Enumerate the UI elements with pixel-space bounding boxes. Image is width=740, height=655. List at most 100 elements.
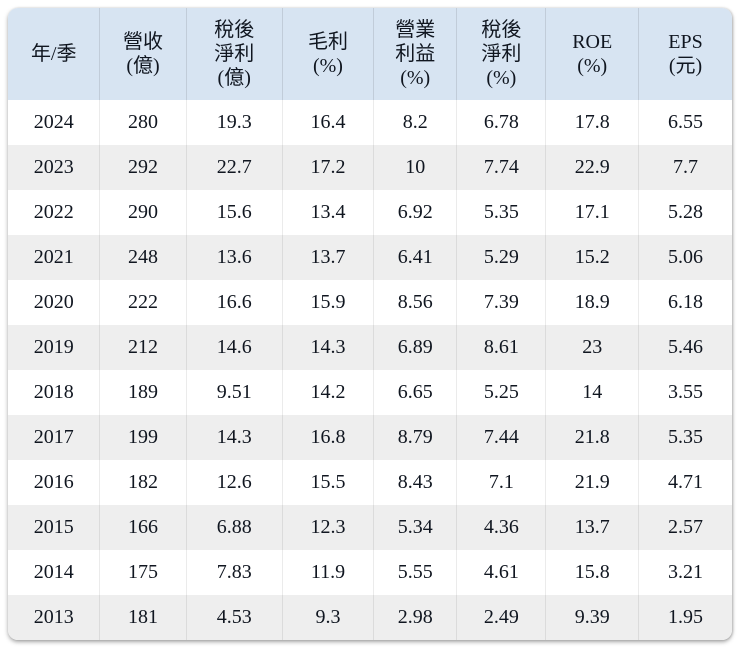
value-cell: 7.83: [185, 550, 283, 595]
value-cell: 15.6: [185, 190, 283, 235]
value-cell: 10: [373, 145, 457, 190]
col-header-operating-margin: 營業 利益 (%): [373, 8, 457, 100]
value-cell: 9.51: [185, 370, 283, 415]
financial-metrics-table-card: 年/季 營收 (億) 稅後 淨利 (億) 毛利 (%) 營業 利益 (%) 稅後 淨利 (%) ROE (%)…: [8, 8, 732, 640]
value-cell: 5.35: [638, 415, 732, 460]
value-cell: 4.71: [638, 460, 732, 505]
value-cell: 13.7: [281, 235, 374, 280]
value-cell: 4.36: [456, 505, 546, 550]
value-cell: 5.29: [456, 235, 546, 280]
year-cell: 2016: [33, 471, 74, 493]
table-row: 2014 175 7.83 11.9 5.55 4.61 15.8 3.21: [8, 550, 732, 595]
table-row: 2019 212 14.6 14.3 6.89 8.61 23 5.46: [8, 325, 732, 370]
value-cell: 5.55: [373, 550, 457, 595]
col-header-net-margin: 稅後 淨利 (%): [456, 8, 546, 100]
col-header-revenue: 營收 (億): [99, 8, 187, 100]
value-cell: 6.89: [373, 325, 457, 370]
year-cell: 2019: [33, 336, 74, 358]
value-cell: 6.18: [638, 280, 732, 325]
year-cell: 2015: [33, 516, 74, 538]
col-header-year: 年/季: [8, 8, 100, 100]
value-cell: 15.2: [545, 235, 639, 280]
value-cell: 14.3: [185, 415, 283, 460]
value-cell: 9.3: [281, 595, 374, 640]
value-cell: 17.1: [545, 190, 639, 235]
col-header-net-income: 稅後 淨利 (億): [185, 8, 283, 100]
value-cell: 14.6: [185, 325, 283, 370]
col-header-roe: ROE (%): [545, 8, 639, 100]
value-cell: 16.4: [281, 100, 374, 145]
value-cell: 3.21: [638, 550, 732, 595]
value-cell: 7.39: [456, 280, 546, 325]
value-cell: 14.3: [281, 325, 374, 370]
value-cell: 19.3: [185, 100, 283, 145]
value-cell: 181: [99, 595, 187, 640]
value-cell: 12.3: [281, 505, 374, 550]
value-cell: 6.55: [638, 100, 732, 145]
table-row: 2016 182 12.6 15.5 8.43 7.1 21.9 4.71: [8, 460, 732, 505]
value-cell: 13.4: [281, 190, 374, 235]
value-cell: 18.9: [545, 280, 639, 325]
value-cell: 14: [545, 370, 639, 415]
value-cell: 5.28: [638, 190, 732, 235]
year-cell: 2013: [33, 606, 74, 628]
table-row: 2023 292 22.7 17.2 10 7.74 22.9 7.7: [8, 145, 732, 190]
value-cell: 5.46: [638, 325, 732, 370]
year-cell: 2021: [33, 246, 74, 268]
year-cell: 2024: [33, 111, 74, 133]
value-cell: 292: [99, 145, 187, 190]
year-cell: 2017: [33, 426, 74, 448]
value-cell: 17.8: [545, 100, 639, 145]
value-cell: 15.9: [281, 280, 374, 325]
value-cell: 8.61: [456, 325, 546, 370]
year-cell: 2023: [33, 156, 74, 178]
value-cell: 6.88: [185, 505, 283, 550]
value-cell: 5.34: [373, 505, 457, 550]
table-row: 2018 189 9.51 14.2 6.65 5.25 14 3.55: [8, 370, 732, 415]
value-cell: 175: [99, 550, 187, 595]
value-cell: 222: [99, 280, 187, 325]
table-body: 2024 280 19.3 16.4 8.2 6.78 17.8 6.55 2023 292 22.…: [8, 100, 732, 640]
value-cell: 15.5: [281, 460, 374, 505]
year-cell: 2018: [33, 381, 74, 403]
value-cell: 248: [99, 235, 187, 280]
value-cell: 16.8: [281, 415, 374, 460]
table-row: 2015 166 6.88 12.3 5.34 4.36 13.7 2.57: [8, 505, 732, 550]
table-row: 2024 280 19.3 16.4 8.2 6.78 17.8 6.55: [8, 100, 732, 145]
value-cell: 13.7: [545, 505, 639, 550]
value-cell: 6.92: [373, 190, 457, 235]
value-cell: 11.9: [281, 550, 374, 595]
value-cell: 12.6: [185, 460, 283, 505]
value-cell: 22.7: [185, 145, 283, 190]
value-cell: 5.06: [638, 235, 732, 280]
value-cell: 182: [99, 460, 187, 505]
value-cell: 7.7: [638, 145, 732, 190]
table-row: 2020 222 16.6 15.9 8.56 7.39 18.9 6.18: [8, 280, 732, 325]
value-cell: 23: [545, 325, 639, 370]
table-row: 2013 181 4.53 9.3 2.98 2.49 9.39 1.95: [8, 595, 732, 640]
value-cell: 8.43: [373, 460, 457, 505]
value-cell: 7.44: [456, 415, 546, 460]
value-cell: 21.8: [545, 415, 639, 460]
year-cell: 2020: [33, 291, 74, 313]
value-cell: 8.2: [373, 100, 457, 145]
value-cell: 5.35: [456, 190, 546, 235]
value-cell: 2.57: [638, 505, 732, 550]
value-cell: 1.95: [638, 595, 732, 640]
value-cell: 5.25: [456, 370, 546, 415]
col-header-gross-margin: 毛利 (%): [281, 8, 374, 100]
financial-table: 年/季 營收 (億) 稅後 淨利 (億) 毛利 (%) 營業 利益 (%) 稅後 淨利 (%) ROE (%)…: [8, 8, 732, 640]
value-cell: 189: [99, 370, 187, 415]
value-cell: 14.2: [281, 370, 374, 415]
value-cell: 2.49: [456, 595, 546, 640]
value-cell: 6.78: [456, 100, 546, 145]
col-header-eps: EPS (元): [638, 8, 732, 100]
value-cell: 8.56: [373, 280, 457, 325]
value-cell: 21.9: [545, 460, 639, 505]
value-cell: 7.74: [456, 145, 546, 190]
value-cell: 166: [99, 505, 187, 550]
value-cell: 212: [99, 325, 187, 370]
value-cell: 6.41: [373, 235, 457, 280]
value-cell: 9.39: [545, 595, 639, 640]
